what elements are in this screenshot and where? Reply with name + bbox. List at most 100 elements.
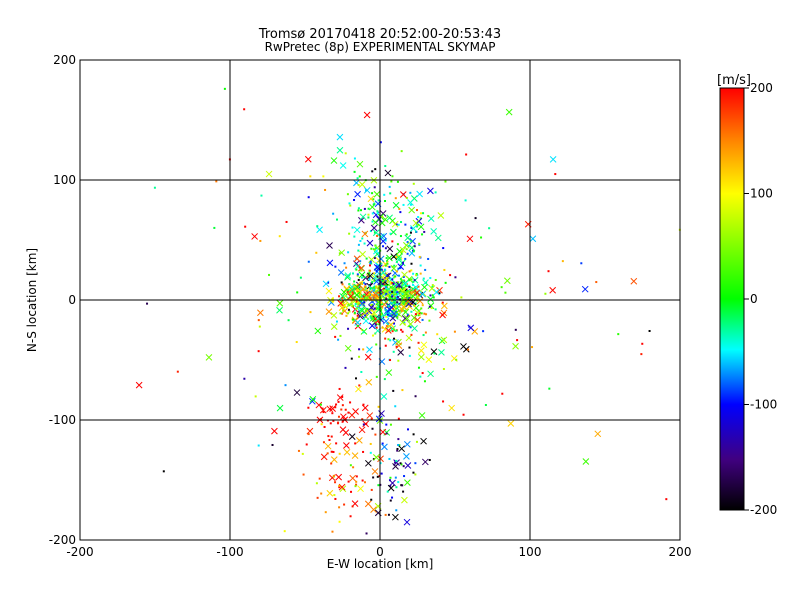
data-point-dot — [419, 217, 422, 220]
data-point-dot — [392, 283, 395, 286]
data-point-dot — [484, 404, 487, 407]
data-point-x — [349, 474, 357, 482]
data-point-x — [434, 234, 442, 242]
data-point-x — [414, 316, 421, 324]
data-point-x — [330, 456, 338, 463]
data-point-dot — [307, 406, 310, 409]
data-point-dot — [296, 291, 299, 294]
data-point-dot — [648, 329, 651, 332]
data-point-x — [340, 288, 348, 296]
data-point-x — [358, 306, 365, 314]
data-point-x — [389, 217, 396, 225]
x-tick-label: 0 — [376, 545, 384, 559]
data-point-dot — [366, 307, 369, 310]
data-point-x — [293, 389, 301, 396]
data-point-dot — [388, 265, 391, 268]
data-point-x — [417, 353, 425, 361]
data-point-dot — [391, 278, 394, 281]
data-point-dot — [387, 295, 390, 298]
data-point-dot — [389, 476, 392, 479]
data-point-dot — [370, 498, 373, 501]
data-point-dot — [346, 193, 349, 196]
data-point-dot — [353, 198, 356, 201]
data-point-dot — [412, 250, 415, 253]
data-point-x — [390, 253, 398, 260]
data-point-dot — [423, 312, 426, 315]
data-point-x — [396, 247, 404, 255]
data-point-dot — [357, 184, 360, 187]
data-point-dot — [332, 300, 335, 303]
data-point-dot — [378, 323, 381, 326]
data-point-dot — [369, 287, 372, 290]
data-point-x — [379, 269, 387, 277]
data-point-dot — [386, 490, 389, 493]
data-point-x — [316, 226, 323, 234]
data-point-x — [402, 241, 410, 249]
data-point-dot — [380, 268, 383, 271]
data-point-x — [326, 259, 334, 267]
data-point-dot — [436, 333, 439, 336]
data-point-dot — [399, 235, 402, 238]
data-point-dot — [384, 337, 387, 340]
data-point-x — [364, 500, 372, 508]
data-point-dot — [390, 180, 393, 183]
data-point-dot — [397, 223, 400, 226]
data-point-dot — [500, 286, 503, 289]
data-point-x — [349, 286, 356, 294]
data-point-dot — [561, 260, 564, 263]
data-point-x — [400, 303, 407, 311]
data-point-dot — [362, 294, 365, 297]
data-point-x — [276, 404, 284, 412]
data-point-dot — [395, 313, 398, 316]
data-point-dot — [340, 281, 343, 284]
data-point-x — [276, 306, 283, 314]
data-point-dot — [377, 293, 380, 296]
data-point-x — [357, 485, 364, 493]
data-point-dot — [414, 313, 417, 316]
data-point-x — [325, 287, 333, 295]
data-point-dot — [322, 441, 325, 444]
data-point-dot — [376, 275, 379, 278]
data-point-dot — [404, 257, 407, 260]
data-point-dot — [429, 294, 432, 297]
data-point-dot — [349, 297, 352, 300]
data-point-dot — [356, 273, 359, 276]
data-point-dot — [385, 292, 388, 295]
data-point-x — [399, 246, 407, 254]
data-point-dot — [386, 284, 389, 287]
data-point-dot — [401, 300, 404, 303]
data-point-dot — [389, 286, 392, 289]
data-point-x — [407, 199, 414, 206]
data-point-dot — [396, 296, 399, 299]
data-point-x — [413, 289, 421, 297]
data-point-dot — [383, 287, 386, 290]
data-point-x — [326, 242, 333, 249]
data-point-dot — [271, 443, 274, 446]
data-point-dot — [284, 384, 287, 387]
data-point-dot — [358, 294, 361, 297]
data-point-dot — [387, 279, 390, 282]
data-point-dot — [375, 285, 378, 288]
data-point-dot — [390, 282, 393, 285]
data-point-x — [372, 454, 380, 461]
data-point-dot — [395, 509, 398, 512]
data-point-dot — [401, 292, 404, 295]
data-point-x — [343, 442, 350, 449]
data-point-dot — [531, 346, 534, 349]
data-point-dot — [391, 282, 394, 285]
data-point-dot — [357, 291, 360, 294]
data-point-x — [411, 325, 418, 332]
data-point-x — [341, 307, 349, 315]
data-point-dot — [369, 451, 372, 454]
data-point-dot — [363, 276, 366, 279]
data-point-x — [378, 233, 385, 240]
data-point-dot — [434, 308, 437, 311]
data-point-dot — [417, 314, 420, 317]
data-point-dot — [257, 444, 260, 447]
data-point-dot — [379, 291, 382, 294]
data-point-dot — [547, 270, 550, 273]
data-point-dot — [319, 403, 322, 406]
data-point-x — [412, 283, 420, 291]
data-point-x — [405, 334, 413, 342]
data-point-x — [417, 347, 425, 354]
